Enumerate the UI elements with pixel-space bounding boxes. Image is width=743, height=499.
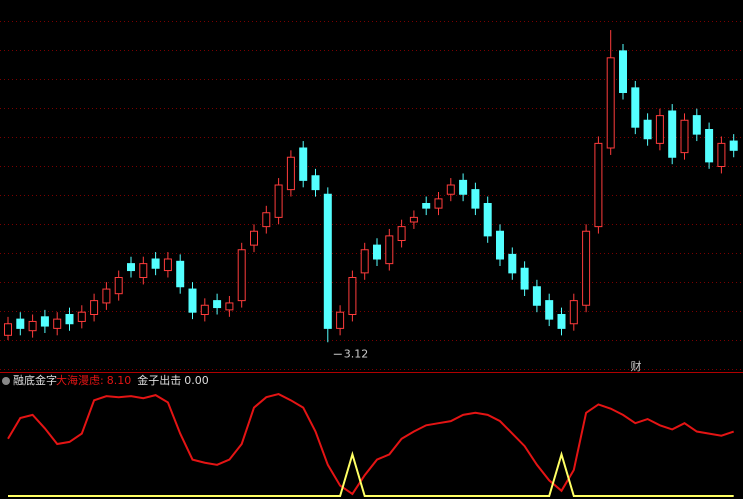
candle-body — [532, 286, 541, 306]
candle-body — [569, 300, 578, 325]
candle-body — [643, 119, 652, 140]
candle-body — [262, 212, 271, 228]
indicator-line — [8, 450, 734, 497]
candle-body — [594, 142, 603, 228]
candle-body — [225, 302, 234, 311]
candle-body — [274, 184, 283, 218]
candle-body — [619, 50, 627, 93]
candle-body — [299, 147, 308, 181]
candle-body — [4, 323, 12, 336]
candle-body — [286, 156, 295, 191]
candle-body — [557, 314, 566, 329]
panel-icon[interactable] — [2, 377, 10, 385]
candle-body — [446, 184, 455, 195]
candle-body — [250, 230, 258, 246]
candle-body — [520, 267, 529, 290]
candle-body — [496, 230, 504, 260]
candle-body — [114, 277, 123, 295]
candle-body — [237, 249, 246, 302]
candle-body — [90, 300, 99, 315]
legend-value: 8.10 — [107, 374, 132, 387]
candle-body — [200, 304, 209, 315]
candle-body — [606, 57, 615, 149]
legend-sep: : — [100, 374, 104, 387]
candle-body — [385, 235, 394, 265]
candle-body — [434, 198, 443, 209]
candle-body — [668, 110, 677, 158]
candle-body — [53, 318, 62, 329]
candle-body — [409, 216, 418, 223]
candle-body — [323, 193, 332, 329]
candle-body — [336, 311, 345, 329]
candle-body — [139, 263, 148, 278]
candle-body — [16, 318, 25, 329]
candle-body — [65, 314, 74, 325]
candle-body — [373, 244, 381, 260]
candle-body — [729, 140, 738, 151]
candle-body — [582, 230, 591, 306]
candle-body — [127, 263, 135, 272]
indicator-line — [7, 393, 735, 496]
candle-body — [176, 260, 185, 288]
candle-body — [397, 226, 406, 241]
candle-body — [213, 300, 222, 309]
candle-body — [692, 115, 701, 135]
indicator-title: 融底金字 — [13, 373, 57, 387]
candle-body — [717, 142, 726, 167]
candle-body — [163, 258, 172, 272]
candle-body — [680, 119, 689, 154]
candle-body — [471, 189, 480, 209]
candle-body — [422, 203, 431, 209]
candle-body — [102, 288, 111, 304]
candle-body — [459, 179, 468, 195]
candle-body — [28, 320, 37, 332]
candle-body — [508, 253, 517, 274]
candle-body — [188, 288, 197, 313]
candle-body — [360, 249, 369, 274]
candle-body — [545, 300, 554, 320]
candle-body — [631, 87, 640, 128]
candle-body — [77, 311, 86, 322]
event-label: 财 — [631, 359, 642, 373]
candle-body — [348, 277, 357, 315]
candle-body — [655, 115, 664, 144]
low-annotation: 3.12 — [344, 347, 369, 360]
legend-value: 0.00 — [184, 374, 209, 387]
candle-body — [483, 203, 492, 237]
candle-body — [40, 316, 49, 327]
legend-name: 金子出击 — [137, 373, 181, 387]
legend-name: 大海漫虑 — [56, 373, 100, 387]
candle-body — [705, 129, 714, 163]
candle-body — [151, 258, 160, 269]
candle-body — [311, 175, 320, 191]
